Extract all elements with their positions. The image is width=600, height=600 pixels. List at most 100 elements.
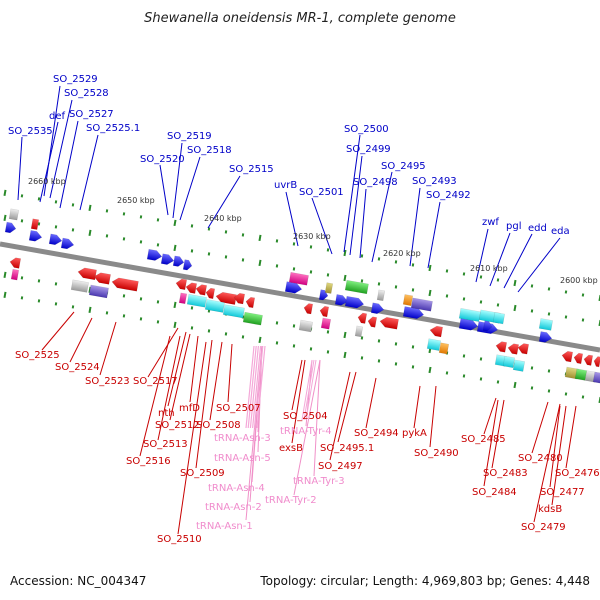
gene-box <box>344 279 369 295</box>
connector-line <box>209 341 223 421</box>
connector-line <box>551 405 567 506</box>
scale-label-2610: 2610 kbp <box>470 264 508 273</box>
connector-line <box>531 401 549 454</box>
gene-arrow <box>146 248 163 261</box>
gene-arrow <box>182 259 193 271</box>
connector-line <box>17 136 23 201</box>
gene-arrow <box>172 255 185 267</box>
connector-line <box>349 155 363 256</box>
tick-mark <box>173 244 177 252</box>
gene-label: nth <box>158 408 175 419</box>
connector-line <box>489 232 511 287</box>
gene-label: SO_2516 <box>126 456 171 467</box>
gene-label: SO_2509 <box>180 468 225 479</box>
gene-label: SO_2510 <box>157 534 202 545</box>
trna-label: tRNA-Tyr-4 <box>280 426 332 437</box>
tick-mark <box>173 219 177 227</box>
tick-mark <box>54 302 58 306</box>
label-connectors <box>17 85 577 535</box>
connector-line <box>167 331 187 407</box>
connector-line <box>291 359 303 411</box>
tick-mark <box>156 243 160 247</box>
tick-mark <box>564 290 568 294</box>
tick-mark <box>37 222 41 226</box>
tick-mark <box>479 377 483 381</box>
gene-arrow <box>583 354 594 366</box>
connector-line <box>169 333 191 421</box>
gene-box <box>178 292 188 305</box>
tick-mark <box>462 374 466 378</box>
gene-box <box>438 342 450 355</box>
gene-label: SO_2476 <box>555 468 600 479</box>
gene-arrow <box>233 293 246 305</box>
gene-box <box>502 355 516 368</box>
tick-mark <box>530 284 534 288</box>
connector-line <box>293 359 321 496</box>
connector-line <box>195 339 213 469</box>
connector-line <box>311 197 333 255</box>
tick-mark <box>71 305 75 309</box>
trna-stripe <box>303 359 315 421</box>
tick-mark <box>360 254 364 258</box>
tick-mark <box>411 263 415 267</box>
gene-label: SO_2529 <box>53 74 98 85</box>
gene-arrow <box>303 303 314 315</box>
trna-stripe <box>305 359 317 421</box>
tick-mark <box>275 341 279 345</box>
scale-label-2600: 2600 kbp <box>560 276 598 285</box>
trna-stripe <box>301 359 313 421</box>
gene-label: SO_2500 <box>344 124 389 135</box>
tick-mark <box>20 194 24 198</box>
tick-mark <box>20 276 24 280</box>
tick-mark <box>37 197 41 201</box>
tick-mark <box>122 294 126 298</box>
connector-line <box>413 385 421 429</box>
tick-mark <box>564 315 568 319</box>
gene-label: SO_2479 <box>521 522 566 533</box>
tick-mark <box>54 225 58 229</box>
connector-line <box>475 228 489 283</box>
tick-mark <box>190 306 194 310</box>
tick-mark <box>20 296 24 300</box>
tick-mark <box>241 258 245 262</box>
gene-label: SO_2499 <box>346 144 391 155</box>
tick-mark <box>564 392 568 396</box>
gene-box <box>298 319 313 333</box>
gene-arrow <box>60 237 75 250</box>
tick-mark <box>411 365 415 369</box>
tick-mark <box>513 381 517 389</box>
connector-line <box>139 335 171 457</box>
tick-mark <box>445 294 449 298</box>
connector-line <box>245 345 263 521</box>
tick-mark <box>479 300 483 304</box>
gene-arrow <box>593 356 600 368</box>
tick-mark <box>224 230 228 234</box>
gene-label: SO_2519 <box>167 131 212 142</box>
tick-mark <box>122 237 126 241</box>
gene-box <box>574 368 588 381</box>
tick-mark <box>394 362 398 366</box>
connector-line <box>313 359 321 477</box>
tick-mark <box>105 209 109 213</box>
tick-mark <box>326 273 330 277</box>
tick-mark <box>496 380 500 384</box>
tick-mark <box>122 314 126 318</box>
tick-mark <box>530 366 534 370</box>
tick-mark <box>139 215 143 219</box>
gene-label: SO_2515 <box>229 164 274 175</box>
gene-label: SO_2513 <box>143 439 188 450</box>
gene-label: SO_2483 <box>483 468 528 479</box>
tick-mark <box>462 354 466 358</box>
gene-arrow <box>245 296 256 309</box>
tick-mark <box>224 255 228 259</box>
tick-mark <box>139 317 143 321</box>
gene-label: edd <box>528 223 547 234</box>
tick-mark <box>241 233 245 237</box>
tick-mark <box>360 356 364 360</box>
connector-line <box>49 99 73 199</box>
gene-label: SO_2507 <box>216 403 261 414</box>
tick-mark <box>343 351 347 359</box>
trna-stripe <box>245 345 255 429</box>
connector-line <box>207 175 241 229</box>
trna-label: tRNA-Asn-4 <box>208 483 265 494</box>
